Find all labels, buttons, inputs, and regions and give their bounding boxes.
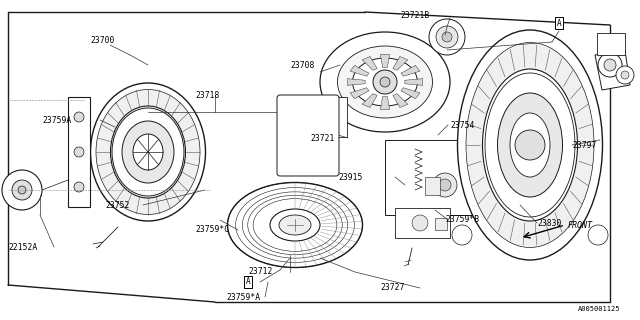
Polygon shape bbox=[380, 54, 390, 68]
FancyBboxPatch shape bbox=[277, 95, 339, 176]
Circle shape bbox=[588, 225, 608, 245]
Polygon shape bbox=[350, 65, 369, 76]
Text: FRONT: FRONT bbox=[568, 220, 593, 229]
Text: A005001125: A005001125 bbox=[577, 306, 620, 312]
Circle shape bbox=[325, 160, 331, 166]
Ellipse shape bbox=[497, 93, 563, 197]
Circle shape bbox=[2, 170, 42, 210]
Ellipse shape bbox=[90, 83, 205, 221]
Text: 23797: 23797 bbox=[572, 140, 596, 149]
Circle shape bbox=[436, 26, 458, 48]
Bar bbox=[597, 33, 625, 55]
Ellipse shape bbox=[485, 73, 575, 217]
Text: 23721B: 23721B bbox=[400, 11, 429, 20]
Bar bbox=[425, 177, 440, 195]
Text: 23830: 23830 bbox=[537, 219, 561, 228]
Polygon shape bbox=[401, 65, 420, 76]
Ellipse shape bbox=[353, 58, 417, 106]
Ellipse shape bbox=[337, 46, 433, 118]
Text: 23718: 23718 bbox=[195, 91, 220, 100]
Text: 23712: 23712 bbox=[248, 268, 273, 276]
Circle shape bbox=[616, 66, 634, 84]
Bar bbox=[385, 140, 475, 215]
Circle shape bbox=[598, 53, 622, 77]
Text: 23759*A: 23759*A bbox=[226, 292, 260, 301]
Ellipse shape bbox=[510, 113, 550, 177]
Circle shape bbox=[380, 77, 390, 87]
Text: 23708: 23708 bbox=[290, 60, 314, 69]
Polygon shape bbox=[68, 97, 90, 207]
Ellipse shape bbox=[227, 182, 362, 268]
Text: 23759*B: 23759*B bbox=[445, 215, 479, 225]
Circle shape bbox=[605, 59, 621, 75]
Polygon shape bbox=[401, 88, 420, 99]
Ellipse shape bbox=[112, 108, 184, 196]
Polygon shape bbox=[362, 57, 377, 70]
Text: 23915: 23915 bbox=[338, 172, 362, 181]
Ellipse shape bbox=[279, 215, 311, 235]
Ellipse shape bbox=[133, 134, 163, 170]
Circle shape bbox=[604, 59, 616, 71]
Text: A: A bbox=[557, 19, 561, 28]
Polygon shape bbox=[393, 57, 408, 70]
Circle shape bbox=[412, 215, 428, 231]
Circle shape bbox=[433, 173, 457, 197]
Text: 22152A: 22152A bbox=[8, 243, 37, 252]
Circle shape bbox=[285, 104, 291, 110]
Polygon shape bbox=[393, 94, 408, 108]
Text: 23759A: 23759A bbox=[42, 116, 71, 124]
Polygon shape bbox=[362, 94, 377, 108]
Text: A: A bbox=[246, 277, 250, 286]
Polygon shape bbox=[350, 88, 369, 99]
Text: 23759*C: 23759*C bbox=[195, 226, 229, 235]
Circle shape bbox=[452, 225, 472, 245]
Ellipse shape bbox=[292, 111, 324, 159]
Polygon shape bbox=[595, 50, 630, 90]
Text: 23721: 23721 bbox=[310, 133, 334, 142]
Circle shape bbox=[18, 186, 26, 194]
Circle shape bbox=[74, 147, 84, 157]
Text: 23752: 23752 bbox=[105, 201, 129, 210]
Circle shape bbox=[74, 182, 84, 192]
Polygon shape bbox=[405, 79, 423, 85]
Circle shape bbox=[285, 160, 291, 166]
Circle shape bbox=[621, 71, 629, 79]
Ellipse shape bbox=[111, 106, 186, 198]
Ellipse shape bbox=[96, 90, 200, 214]
Circle shape bbox=[429, 19, 465, 55]
Bar bbox=[395, 208, 450, 238]
Ellipse shape bbox=[122, 121, 174, 183]
Circle shape bbox=[12, 180, 32, 200]
Ellipse shape bbox=[270, 209, 320, 241]
Text: 23700: 23700 bbox=[90, 36, 115, 44]
Circle shape bbox=[373, 70, 397, 94]
Circle shape bbox=[74, 112, 84, 122]
Ellipse shape bbox=[458, 30, 602, 260]
Polygon shape bbox=[380, 97, 390, 109]
Bar bbox=[435, 218, 447, 230]
Circle shape bbox=[325, 104, 331, 110]
Ellipse shape bbox=[320, 32, 450, 132]
Circle shape bbox=[442, 32, 452, 42]
Ellipse shape bbox=[483, 69, 577, 221]
Polygon shape bbox=[348, 79, 365, 85]
Circle shape bbox=[439, 179, 451, 191]
Text: 23754: 23754 bbox=[450, 121, 474, 130]
Circle shape bbox=[515, 130, 545, 160]
Ellipse shape bbox=[466, 43, 594, 247]
Text: 23727: 23727 bbox=[380, 284, 404, 292]
Bar bbox=[327, 97, 347, 137]
